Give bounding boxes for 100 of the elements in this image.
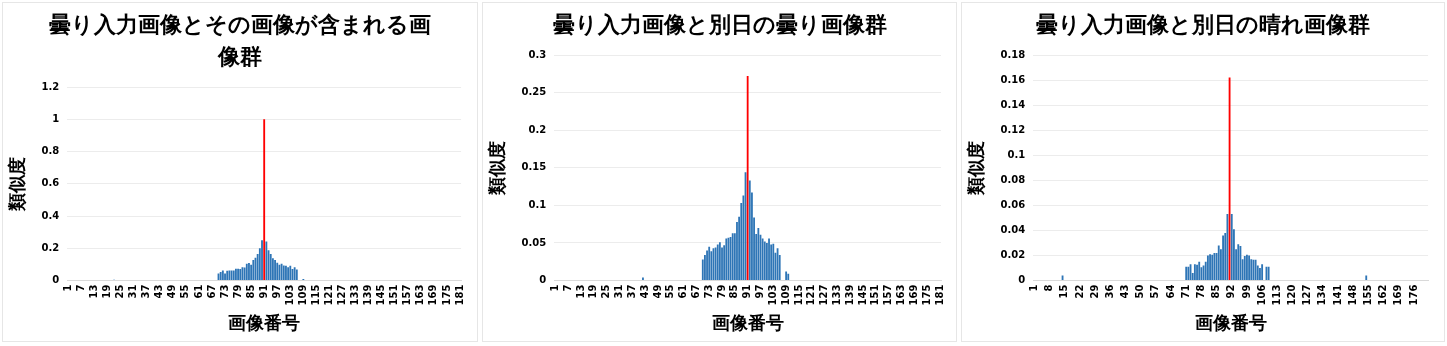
- x-tick-label: 85: [727, 284, 739, 299]
- x-tick-label: 163: [414, 284, 426, 306]
- x-tick-label: 97: [270, 284, 282, 299]
- chart-title: 曇り入力画像とその画像が含まれる画像群: [47, 11, 432, 71]
- x-tick-label: 145: [375, 284, 387, 306]
- x-axis-title: 画像番号: [1194, 311, 1267, 333]
- x-tick-label: 148: [1346, 284, 1358, 306]
- x-tick-label: 169: [1392, 284, 1404, 306]
- x-tick-label: 67: [205, 284, 217, 299]
- y-tick-label: 0.18: [1000, 48, 1026, 60]
- x-tick-label: 73: [218, 284, 230, 299]
- x-tick-label: 103: [283, 284, 295, 306]
- x-tick-label: 71: [1179, 284, 1191, 299]
- x-tick-label: 31: [612, 284, 624, 299]
- x-tick-label: 139: [843, 284, 855, 306]
- x-tick-label: 115: [309, 284, 321, 306]
- chart-title: 曇り入力画像と別日の曇り画像群: [551, 11, 888, 39]
- x-tick-label: 29: [1088, 284, 1100, 299]
- x-tick-label: 97: [753, 284, 765, 299]
- x-tick-label: 155: [1362, 284, 1374, 306]
- x-tick-label: 1: [61, 284, 73, 292]
- y-tick-label: 0.15: [521, 161, 546, 173]
- y-tick-label: 0: [52, 273, 60, 285]
- x-tick-label: 85: [1210, 284, 1222, 299]
- x-tick-label: 113: [1271, 284, 1283, 306]
- x-tick-label: 169: [427, 284, 439, 306]
- x-tick-label: 127: [817, 284, 829, 306]
- x-tick-label: 91: [740, 284, 752, 299]
- x-tick-label: 91: [257, 284, 269, 299]
- y-axis-title: 類似度: [6, 156, 28, 212]
- x-tick-label: 43: [638, 284, 650, 299]
- x-tick-label: 133: [830, 284, 842, 306]
- x-tick-label: 36: [1104, 284, 1116, 299]
- x-tick-label: 175: [440, 284, 452, 306]
- x-tick-label: 25: [114, 284, 126, 299]
- y-tick-label: 0: [1018, 274, 1026, 286]
- y-tick-label: 0.05: [521, 236, 546, 248]
- y-tick-label: 0.3: [528, 48, 546, 60]
- x-tick-label: 157: [401, 284, 413, 306]
- x-tick-label: 139: [362, 284, 374, 306]
- y-tick-label: 0.25: [521, 86, 546, 98]
- x-tick-label: 15: [1058, 284, 1070, 299]
- x-tick-label: 127: [335, 284, 347, 306]
- x-tick-label: 49: [651, 284, 662, 299]
- x-tick-label: 157: [881, 284, 893, 306]
- x-tick-label: 109: [779, 284, 791, 306]
- x-tick-label: 49: [166, 284, 178, 299]
- y-tick-label: 0.1: [528, 198, 546, 210]
- x-tick-label: 79: [231, 284, 243, 299]
- y-tick-label: 0.2: [41, 241, 60, 253]
- x-tick-label: 1: [548, 284, 560, 292]
- x-tick-label: 25: [599, 284, 611, 299]
- x-tick-label: 141: [1331, 284, 1343, 306]
- x-tick-label: 43: [1119, 284, 1131, 299]
- x-tick-label: 163: [894, 284, 906, 306]
- x-tick-label: 73: [702, 284, 714, 299]
- x-tick-label: 169: [907, 284, 919, 306]
- x-axis-title: 画像番号: [228, 311, 301, 333]
- x-tick-label: 145: [856, 284, 868, 306]
- y-tick-label: 1.2: [41, 80, 60, 92]
- x-tick-label: 151: [388, 284, 400, 306]
- x-tick-label: 134: [1316, 284, 1328, 306]
- y-tick-label: 0.1: [1007, 148, 1026, 160]
- x-tick-label: 181: [453, 284, 465, 306]
- x-tick-label: 64: [1164, 284, 1176, 299]
- x-tick-label: 120: [1286, 284, 1298, 306]
- x-tick-label: 1: [1028, 284, 1040, 292]
- x-tick-label: 92: [1225, 284, 1237, 299]
- y-tick-label: 0.4: [41, 209, 60, 221]
- y-axis-title: 類似度: [485, 140, 507, 196]
- x-tick-label: 79: [715, 284, 727, 299]
- y-tick-label: 0: [538, 274, 546, 286]
- x-tick-label: 133: [348, 284, 360, 306]
- x-tick-label: 19: [586, 284, 598, 299]
- x-tick-label: 7: [561, 284, 573, 292]
- x-tick-label: 61: [192, 284, 204, 299]
- y-tick-label: 1: [52, 112, 60, 124]
- y-tick-label: 0.14: [1000, 98, 1026, 110]
- x-tick-label: 175: [920, 284, 932, 306]
- x-tick-label: 127: [1301, 284, 1313, 306]
- y-tick-label: 0.16: [1000, 73, 1026, 85]
- x-tick-label: 31: [127, 284, 139, 299]
- x-tick-label: 57: [1149, 284, 1161, 299]
- x-tick-label: 78: [1195, 284, 1207, 299]
- x-tick-label: 85: [244, 284, 256, 299]
- y-tick-label: 0.8: [41, 144, 60, 156]
- x-tick-label: 13: [574, 284, 586, 299]
- x-tick-label: 37: [140, 284, 152, 299]
- x-tick-label: 55: [663, 284, 675, 299]
- y-tick-label: 0.04: [1000, 223, 1026, 235]
- x-tick-label: 8: [1043, 284, 1055, 292]
- y-axis-title: 類似度: [965, 140, 987, 196]
- x-tick-label: 103: [766, 284, 778, 306]
- x-tick-label: 121: [804, 284, 816, 306]
- x-tick-label: 109: [296, 284, 308, 306]
- x-tick-label: 121: [322, 284, 334, 306]
- x-tick-label: 22: [1073, 284, 1085, 299]
- x-tick-label: 37: [625, 284, 637, 299]
- x-tick-label: 67: [689, 284, 701, 299]
- y-tick-label: 0.02: [1000, 248, 1026, 260]
